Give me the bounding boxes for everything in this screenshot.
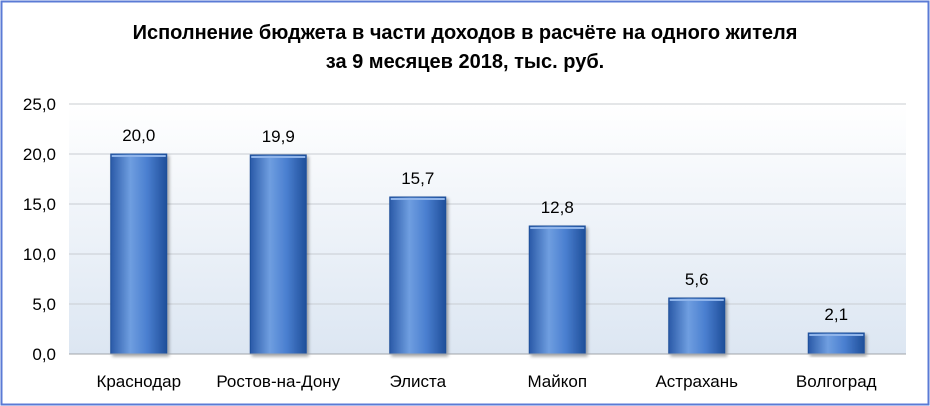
data-label: 5,6 bbox=[685, 270, 709, 289]
y-tick-label: 10,0 bbox=[23, 245, 56, 264]
bar bbox=[668, 297, 726, 355]
data-label: 15,7 bbox=[401, 169, 434, 188]
category-label: Волгоград bbox=[796, 372, 877, 391]
bar-highlight bbox=[251, 156, 306, 158]
bar-highlight bbox=[530, 227, 585, 229]
y-tick-label: 15,0 bbox=[23, 195, 56, 214]
chart-title: Исполнение бюджета в части доходов в рас… bbox=[0, 19, 930, 77]
bar bbox=[110, 153, 168, 355]
bar-highlight bbox=[390, 198, 445, 200]
data-label: 19,9 bbox=[262, 127, 295, 146]
data-label: 20,0 bbox=[122, 126, 155, 145]
data-label: 12,8 bbox=[541, 198, 574, 217]
category-label: Астрахань bbox=[655, 372, 738, 391]
category-label: Майкоп bbox=[527, 372, 587, 391]
bar-highlight bbox=[111, 155, 166, 157]
y-tick-label: 5,0 bbox=[32, 295, 56, 314]
bar bbox=[389, 196, 447, 355]
chart-title-line-1: Исполнение бюджета в части доходов в рас… bbox=[132, 22, 798, 44]
chart-title-line-2: за 9 месяцев 2018, тыс. руб. bbox=[325, 51, 605, 73]
plot-area bbox=[69, 104, 906, 354]
bar-highlight bbox=[809, 334, 864, 336]
category-label: Ростов-на-Дону bbox=[216, 372, 340, 391]
category-label: Элиста bbox=[389, 372, 446, 391]
y-tick-label: 0,0 bbox=[32, 345, 56, 364]
bar bbox=[528, 225, 586, 355]
y-tick-label: 25,0 bbox=[23, 95, 56, 114]
bar bbox=[249, 154, 307, 355]
data-label: 2,1 bbox=[824, 305, 848, 324]
y-tick-label: 20,0 bbox=[23, 145, 56, 164]
bar-highlight bbox=[669, 299, 724, 301]
category-label: Краснодар bbox=[96, 372, 181, 391]
bar bbox=[807, 332, 865, 355]
